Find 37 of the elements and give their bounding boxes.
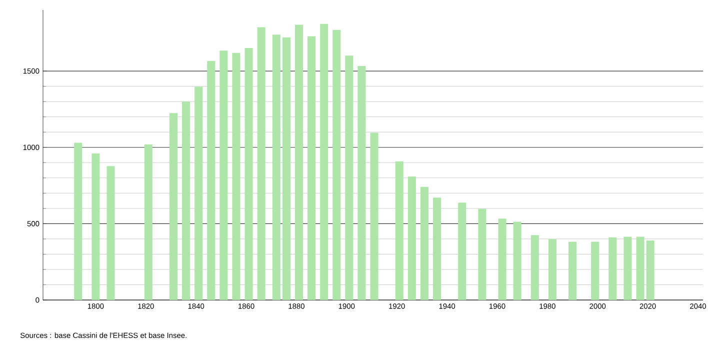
bar xyxy=(320,24,328,300)
bar xyxy=(232,52,240,300)
bar xyxy=(308,36,316,300)
bar xyxy=(530,234,539,300)
bar xyxy=(169,113,178,300)
bar xyxy=(194,86,203,300)
bar xyxy=(282,37,290,300)
bar xyxy=(370,132,378,300)
bar xyxy=(646,240,654,300)
bar xyxy=(432,197,442,300)
bar xyxy=(498,218,506,300)
bar xyxy=(345,55,354,300)
bar xyxy=(244,48,253,300)
bar xyxy=(420,186,428,300)
bar xyxy=(272,34,280,300)
bar xyxy=(106,166,115,300)
bar xyxy=(408,176,416,300)
bar xyxy=(332,30,341,300)
bar xyxy=(478,208,486,300)
bar xyxy=(182,101,190,300)
bar xyxy=(294,24,303,300)
bar xyxy=(636,236,644,300)
bar xyxy=(548,238,556,300)
bar xyxy=(513,222,522,300)
bar xyxy=(207,60,216,300)
bar xyxy=(220,50,228,300)
bar xyxy=(92,153,100,300)
bar xyxy=(358,66,366,300)
bar xyxy=(568,242,577,300)
bar xyxy=(257,27,266,300)
bar xyxy=(591,242,600,300)
bar xyxy=(74,142,82,300)
bar xyxy=(395,161,404,300)
bar xyxy=(608,237,617,300)
bar xyxy=(144,144,152,300)
bar xyxy=(458,202,466,300)
bar xyxy=(624,236,632,300)
